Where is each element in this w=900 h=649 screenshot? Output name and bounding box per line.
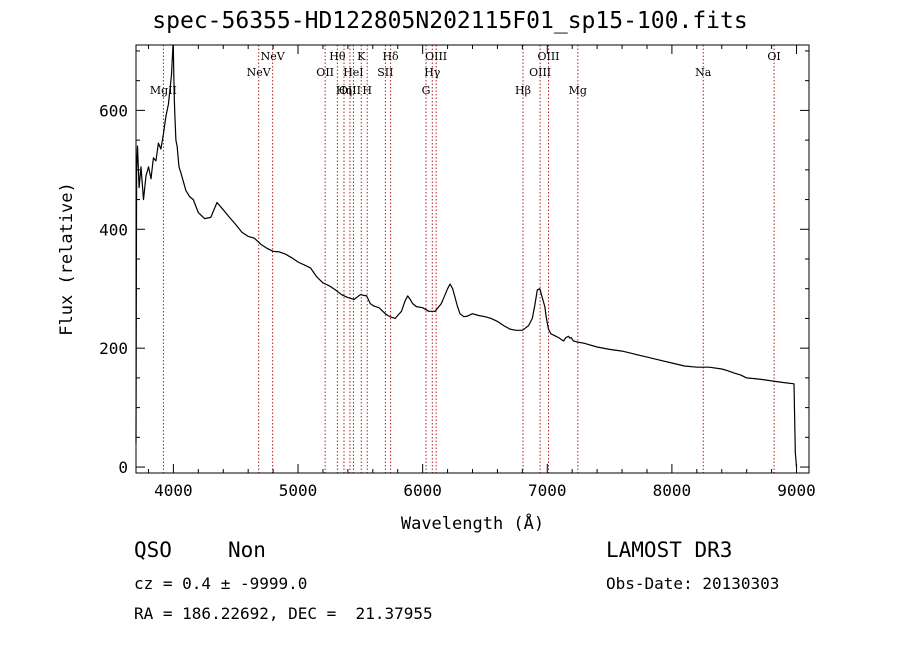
x-tick-label: 6000 <box>403 481 442 500</box>
x-tick-label: 8000 <box>653 481 692 500</box>
emission-line-label: OII <box>316 66 334 79</box>
spectrum-line <box>135 44 798 468</box>
emission-line-label: Na <box>695 66 712 79</box>
x-tick-label: 5000 <box>279 481 318 500</box>
emission-line-label: SII <box>377 66 393 79</box>
emission-line-label: Hη <box>336 84 352 97</box>
emission-line-label: Hγ <box>424 66 441 79</box>
x-axis-label: Wavelength (Å) <box>401 512 544 534</box>
emission-line-label: Hθ <box>329 50 346 63</box>
emission-line-label: Hβ <box>515 84 531 97</box>
object-subclass: Non <box>228 538 266 562</box>
y-tick-label: 400 <box>99 220 128 239</box>
emission-line-label: H <box>362 84 372 97</box>
object-class: QSO <box>134 538 172 562</box>
emission-line-label: OI <box>767 50 780 63</box>
x-tick-label: 7000 <box>528 481 567 500</box>
emission-line-label: HeI <box>343 66 363 79</box>
emission-line-label: Mg <box>569 84 587 97</box>
coordinates: RA = 186.22692, DEC = 21.37955 <box>134 604 433 623</box>
emission-line-markers <box>162 45 775 473</box>
emission-line-label: G <box>422 84 431 97</box>
axes: 4000 5000 6000 7000 8000 9000 0 200 400 600 Wavele… <box>57 44 816 534</box>
x-tick-label: 9000 <box>777 481 816 500</box>
y-tick-label: 200 <box>99 339 128 358</box>
emission-line-label: K <box>357 50 366 63</box>
redshift-readout: cz = 0.4 ± -9999.0 <box>134 574 308 593</box>
emission-line-label: NeV <box>247 66 272 79</box>
y-tick-label: 600 <box>99 101 128 120</box>
emission-line-label: OIII <box>529 66 551 79</box>
emission-line-label: NeV <box>261 50 286 63</box>
emission-line-label: Hδ <box>382 50 399 63</box>
emission-line-label: OIII <box>425 50 447 63</box>
y-tick-label: 0 <box>118 458 128 477</box>
chart-title: spec-56355-HD122805N202115F01_sp15-100.f… <box>152 8 748 34</box>
obs-date: Obs-Date: 20130303 <box>606 574 780 593</box>
y-axis-label: Flux (relative) <box>57 182 77 336</box>
survey-name: LAMOST DR3 <box>606 538 733 562</box>
plot-frame <box>135 44 810 474</box>
emission-line-label: MgII <box>150 84 177 97</box>
emission-line-labels: MgIINeVNeVOIIHθOIIIHηHeIKHHδSIIGHγOIIIHβ… <box>150 50 781 97</box>
spectrum-series <box>135 44 798 468</box>
emission-line-label: OIII <box>537 50 559 63</box>
emission-line-label: OIII <box>339 84 361 97</box>
x-tick-label: 4000 <box>154 481 193 500</box>
